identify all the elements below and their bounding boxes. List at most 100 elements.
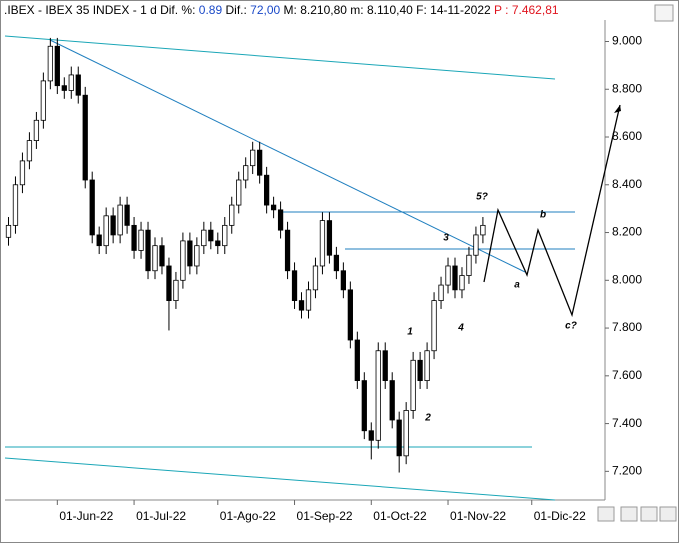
value: 0.89 bbox=[198, 3, 223, 17]
candle-body bbox=[354, 339, 360, 381]
wave-label: 3 bbox=[443, 233, 449, 244]
candle-body bbox=[12, 184, 19, 226]
save-button[interactable] bbox=[620, 506, 638, 522]
wave-label: b bbox=[540, 210, 546, 221]
header: .IBEX - IBEX 35 INDEX - 1 d Dif. %: 0.89… bbox=[4, 3, 559, 17]
y-tick-label: 8.600 bbox=[612, 129, 642, 143]
candle-body bbox=[340, 270, 347, 291]
y-tick-label: 8.400 bbox=[612, 177, 642, 191]
y-tick-label: 7.600 bbox=[612, 368, 642, 382]
wave-label: 1 bbox=[407, 327, 413, 338]
x-tick-label: 01-Jul-22 bbox=[136, 509, 186, 523]
x-tick-label: 01-Oct-22 bbox=[373, 509, 427, 523]
candle-body bbox=[138, 229, 144, 251]
candle-body bbox=[250, 149, 256, 167]
settings-button[interactable] bbox=[640, 506, 658, 522]
candle-body bbox=[368, 430, 374, 441]
candle-body bbox=[431, 300, 437, 352]
candle-body bbox=[208, 229, 214, 242]
candle-body bbox=[229, 204, 235, 226]
value: 14-11-2022 bbox=[430, 3, 491, 17]
candle-body bbox=[61, 85, 67, 91]
candle-body bbox=[194, 245, 200, 267]
menu-button[interactable] bbox=[654, 4, 674, 22]
candle-body bbox=[452, 265, 458, 291]
candle-body bbox=[145, 229, 151, 272]
candle-body bbox=[131, 224, 137, 251]
x-tick-label: 01-Ago-22 bbox=[220, 509, 276, 523]
trendline bbox=[49, 39, 526, 273]
value: 8.210,80 bbox=[300, 3, 347, 17]
candle-body bbox=[166, 265, 172, 301]
projection-path bbox=[483, 104, 621, 318]
candle-body bbox=[5, 224, 12, 238]
close-button[interactable] bbox=[659, 506, 677, 522]
label: M: bbox=[283, 3, 297, 17]
candle-body bbox=[26, 140, 33, 162]
zoom-button[interactable] bbox=[597, 506, 615, 522]
x-tick-label: 01-Nov-22 bbox=[450, 509, 506, 523]
trendline bbox=[4, 457, 556, 501]
candle-body bbox=[110, 215, 116, 236]
candle-body bbox=[270, 204, 277, 211]
label: m: bbox=[350, 3, 364, 17]
y-tick-label: 8.200 bbox=[612, 225, 642, 239]
period: 1 d bbox=[140, 3, 157, 17]
candle-body bbox=[257, 149, 263, 176]
candle-body bbox=[124, 204, 130, 226]
candle-body bbox=[403, 410, 409, 457]
candle-body bbox=[298, 300, 305, 311]
symbol: .IBEX - IBEX 35 INDEX bbox=[4, 3, 130, 17]
value: 72,00 bbox=[250, 3, 281, 17]
candle-body bbox=[103, 215, 109, 247]
candle-body bbox=[361, 380, 367, 432]
candle-body bbox=[173, 279, 179, 301]
candle-body bbox=[445, 265, 451, 286]
candle-body bbox=[263, 174, 270, 206]
candle-body bbox=[236, 179, 242, 206]
candle-body bbox=[187, 240, 193, 267]
wave-label: a bbox=[514, 280, 520, 291]
y-tick-label: 8.800 bbox=[612, 81, 642, 95]
wave-label: 2 bbox=[424, 413, 431, 424]
x-tick-label: 01-Sep-22 bbox=[297, 509, 353, 523]
y-tick-label: 7.200 bbox=[612, 464, 642, 478]
candle-body bbox=[347, 289, 353, 341]
candle-body bbox=[47, 45, 53, 82]
candle-body bbox=[89, 179, 95, 236]
label: P : bbox=[494, 3, 509, 17]
candle-body bbox=[159, 245, 165, 267]
x-tick-label: 01-Jun-22 bbox=[59, 509, 113, 523]
label: F: bbox=[416, 3, 427, 17]
candle-body bbox=[396, 419, 402, 457]
candle-body bbox=[117, 204, 123, 236]
label: Dif. %: bbox=[160, 3, 196, 17]
candle-body bbox=[459, 275, 465, 291]
candle-body bbox=[19, 160, 26, 186]
candle-body bbox=[68, 74, 74, 91]
x-tick-label: 01-Dic-22 bbox=[534, 509, 586, 523]
candle-body bbox=[40, 80, 47, 121]
candle-body bbox=[305, 289, 312, 311]
candle-body bbox=[312, 265, 319, 291]
candle-body bbox=[410, 359, 416, 411]
candle-body bbox=[243, 165, 249, 181]
candle-body bbox=[473, 234, 479, 256]
y-tick-label: 9.000 bbox=[612, 34, 642, 48]
candle-body bbox=[480, 224, 486, 236]
candle-body bbox=[215, 240, 221, 247]
candle-body bbox=[417, 359, 423, 381]
arrow-head bbox=[614, 105, 621, 113]
candle-body bbox=[33, 119, 40, 141]
candle-body bbox=[75, 74, 81, 96]
trendline bbox=[4, 35, 556, 80]
y-tick-label: 8.000 bbox=[612, 272, 642, 286]
y-tick-label: 7.400 bbox=[612, 416, 642, 430]
candle-body bbox=[222, 224, 228, 247]
value: 7.462,81 bbox=[511, 3, 559, 17]
candle-body bbox=[54, 45, 60, 87]
candle-body bbox=[333, 254, 340, 272]
